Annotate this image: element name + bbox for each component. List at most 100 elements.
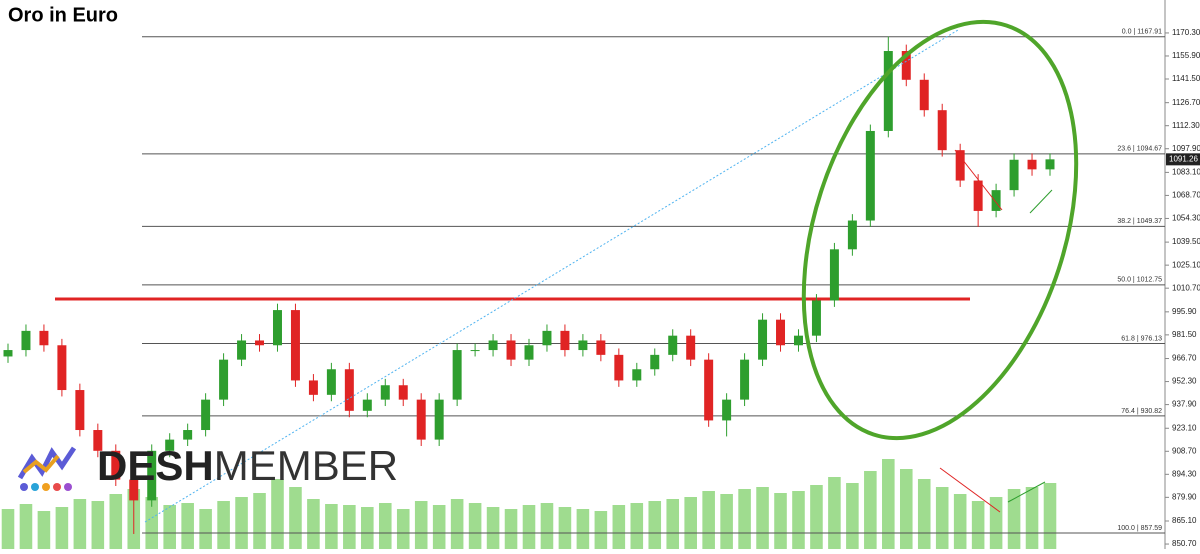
volume-bar [235, 497, 248, 549]
volume-bar [810, 485, 823, 549]
candle-body [955, 150, 965, 181]
candle-body [111, 450, 121, 480]
candle-body [811, 300, 821, 336]
y-tick-label: 850.70 [1172, 539, 1197, 548]
candle-body [542, 330, 552, 346]
candle-body [560, 330, 570, 351]
volume-bar [19, 504, 33, 549]
candle-body [632, 369, 642, 381]
volume-bar [91, 501, 105, 549]
candle-body [470, 350, 480, 352]
volume-bar [109, 494, 123, 549]
candle-body [1009, 159, 1019, 191]
candle-body [704, 359, 714, 421]
candle-body [21, 330, 31, 351]
candle-body [290, 310, 300, 381]
candle-body [39, 330, 49, 346]
volume-bar [738, 489, 751, 549]
volume-bar [486, 507, 500, 549]
candle-body [219, 359, 229, 400]
volume-bar [163, 505, 176, 549]
candle-body [578, 340, 588, 351]
y-tick-label: 894.30 [1172, 469, 1197, 478]
candle-body [1027, 159, 1037, 170]
y-tick-label: 937.90 [1172, 400, 1197, 409]
y-tick-label: 879.90 [1172, 492, 1197, 501]
fib-label: 50.0 | 1012.75 [1117, 277, 1162, 284]
candle-body [937, 110, 947, 151]
volume-bar [917, 479, 931, 549]
volume-bar [612, 505, 626, 549]
volume-bar [1043, 483, 1057, 549]
y-tick-label: 1039.50 [1172, 237, 1200, 246]
y-tick-label: 865.10 [1172, 516, 1197, 525]
last-price-label: 1091.26 [1169, 154, 1198, 163]
candle-body [506, 340, 516, 360]
volume-bar [414, 501, 428, 549]
candle-body [973, 180, 983, 211]
candle-body [758, 319, 768, 360]
candle-body [1045, 159, 1055, 170]
logo-dot [42, 483, 50, 491]
logo-icon [17, 446, 77, 480]
volume-bar [289, 487, 302, 549]
volume-bar [576, 509, 590, 549]
volume-bar [666, 499, 680, 549]
volume-bar [846, 483, 859, 549]
volume-bar [217, 501, 230, 549]
volume-bar [55, 507, 69, 549]
volume-bar [37, 511, 51, 549]
candle-body [452, 350, 462, 400]
axis-layer: 850.70 865.10 879.90 894.30 908.70 923.10 937.… [1165, 28, 1200, 548]
y-tick-label: 1112.30 [1172, 121, 1200, 130]
volume-bar [361, 507, 374, 549]
volume-bar [882, 459, 895, 549]
candle-body [308, 380, 318, 395]
highlight-ellipse [801, 19, 1079, 441]
volume-bar [828, 477, 841, 549]
trend-down [954, 149, 1003, 211]
volume-bar [989, 497, 1003, 549]
y-tick-label: 952.30 [1172, 377, 1197, 386]
volume-bar [343, 505, 356, 549]
candle-body [722, 399, 732, 421]
volume-bar [558, 507, 572, 549]
candle-body [129, 479, 139, 501]
candle-body [686, 335, 696, 360]
volume-bar [378, 503, 392, 549]
logo-dot [20, 483, 28, 491]
volume-trend-down [939, 467, 1001, 513]
volume-bar [1, 509, 15, 549]
volume-bar [307, 499, 320, 549]
candle-body [883, 51, 893, 131]
candle-body [57, 345, 67, 391]
volume-bar [504, 509, 518, 549]
volume-bar [702, 491, 715, 549]
y-tick-label: 1010.70 [1172, 283, 1200, 292]
y-tick-label: 1170.30 [1172, 28, 1200, 37]
y-tick-label: 908.70 [1172, 446, 1197, 455]
y-tick-label: 981.50 [1172, 330, 1197, 339]
y-tick-label: 1097.90 [1172, 144, 1200, 153]
candle-body [596, 340, 606, 355]
candle-body [793, 335, 803, 346]
y-tick-label: 1054.30 [1172, 214, 1200, 223]
candle-body [255, 340, 265, 346]
y-tick-label: 1155.90 [1172, 51, 1200, 60]
logo-dot [31, 483, 39, 491]
volume-trend-up [1007, 481, 1046, 503]
volume-bar [935, 487, 949, 549]
volume-bar [540, 503, 554, 549]
candle-body [829, 249, 839, 301]
candle-body [183, 430, 193, 440]
volume-bar [594, 511, 608, 549]
fib-label: 61.8 | 976.13 [1121, 335, 1162, 342]
volume-bar [73, 499, 87, 549]
candle-body [991, 190, 1001, 211]
volume-bar [468, 503, 482, 549]
volume-bar [522, 505, 536, 549]
candle-body [344, 369, 354, 411]
volume-bar [1025, 487, 1039, 549]
volume-bar [450, 499, 464, 549]
